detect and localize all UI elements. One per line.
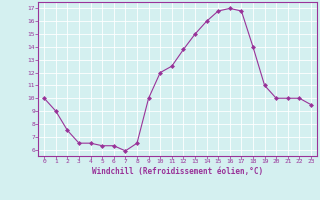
X-axis label: Windchill (Refroidissement éolien,°C): Windchill (Refroidissement éolien,°C): [92, 167, 263, 176]
